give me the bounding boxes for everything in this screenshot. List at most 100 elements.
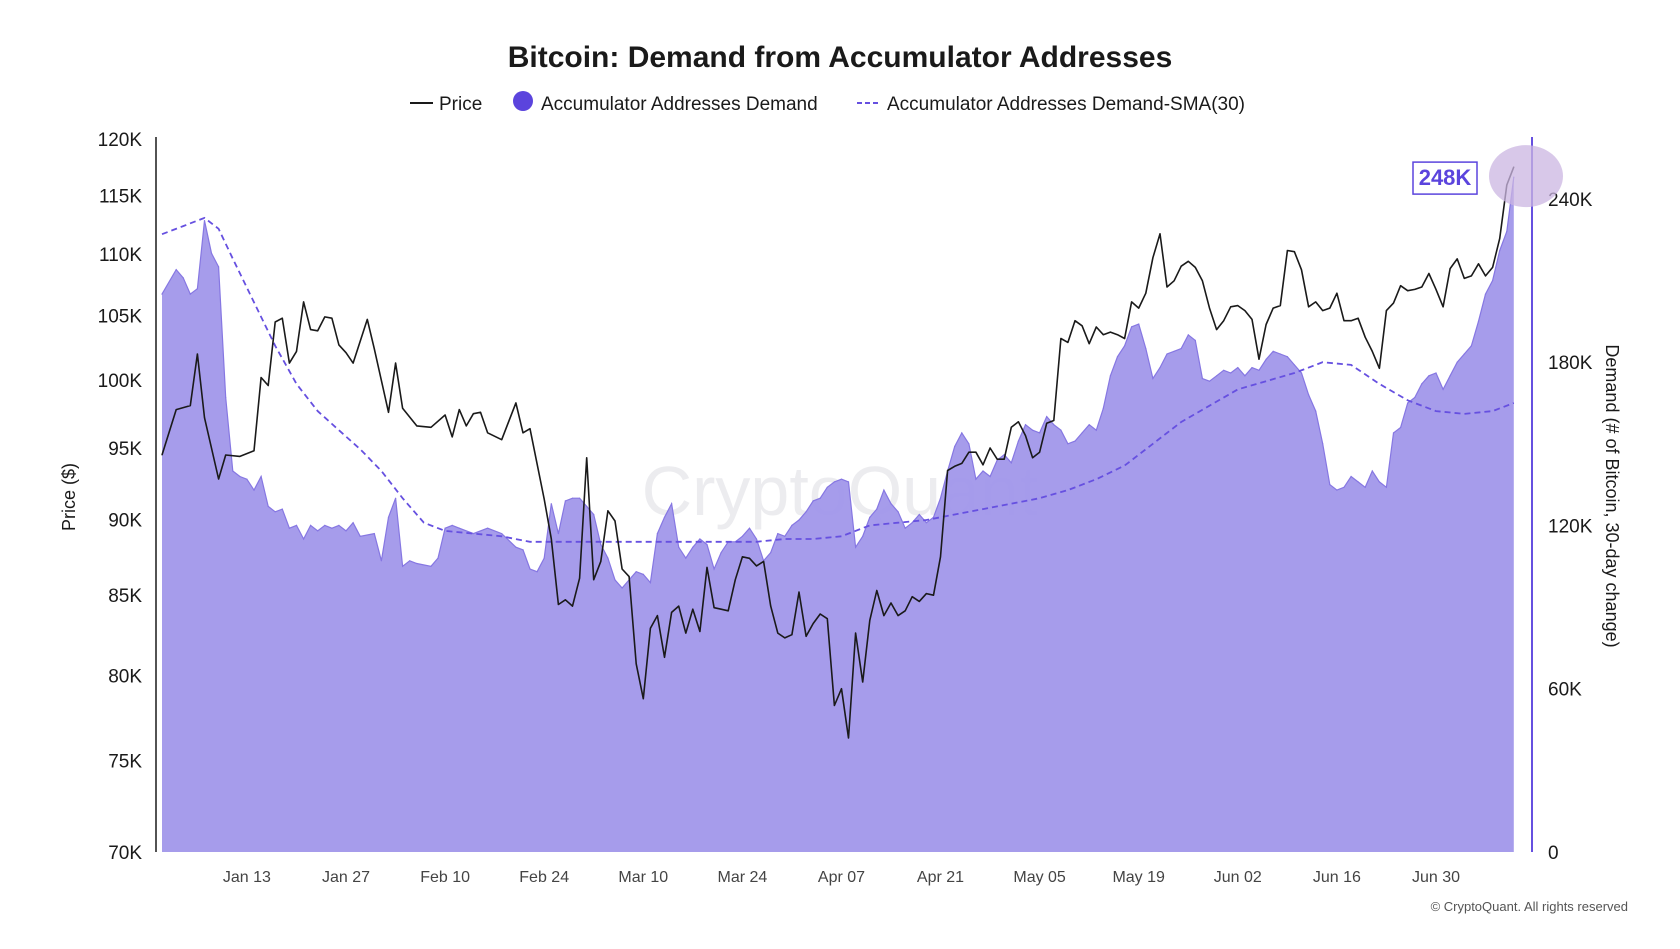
price-point — [1364, 336, 1366, 338]
price-point — [1258, 358, 1260, 360]
price-point — [1414, 288, 1416, 290]
price-point — [1138, 307, 1140, 309]
price-point — [522, 432, 524, 434]
legend-item-price: Price — [410, 94, 482, 115]
demand-point — [338, 524, 340, 527]
price-point — [1244, 310, 1246, 312]
price-point — [352, 362, 354, 364]
price-point — [848, 737, 849, 739]
demand-point — [805, 511, 807, 513]
demand-point — [571, 497, 574, 499]
price-point — [593, 579, 595, 581]
price-point — [1216, 329, 1218, 331]
price-point — [763, 560, 765, 562]
demand-point — [1477, 320, 1480, 322]
legend: Price Accumulator Addresses Demand Accum… — [410, 91, 1245, 115]
x-tick-label: May 19 — [1112, 869, 1165, 886]
demand-point — [380, 560, 382, 562]
demand-point — [1039, 432, 1041, 434]
price-point — [1194, 266, 1196, 268]
price-point — [862, 681, 864, 683]
demand-point — [706, 543, 708, 546]
price-point — [501, 439, 503, 441]
price-point — [1301, 269, 1302, 271]
demand-point — [1300, 372, 1303, 374]
price-point — [331, 317, 333, 319]
demand-area-layer — [161, 176, 1515, 853]
copyright-footer: © CryptoQuant. All rights reserved — [1431, 899, 1628, 914]
y-left-tick-label: 95K — [108, 439, 142, 460]
annotation-layer: 248K — [1412, 145, 1563, 208]
price-point — [1124, 338, 1126, 339]
price-point — [1385, 310, 1387, 312]
price-point — [1463, 277, 1465, 279]
demand-point — [501, 533, 503, 535]
price-point — [1435, 288, 1437, 290]
demand-point — [1456, 361, 1458, 363]
demand-point — [395, 497, 397, 499]
price-point — [487, 432, 489, 434]
price-point — [373, 348, 375, 350]
price-point — [777, 632, 779, 634]
demand-point — [359, 535, 361, 537]
demand-point — [1392, 432, 1395, 434]
price-point — [1003, 458, 1005, 460]
price-point — [1329, 307, 1331, 309]
demand-point — [1194, 339, 1196, 341]
demand-point — [416, 562, 418, 565]
demand-point — [1265, 358, 1267, 360]
price-point — [579, 577, 581, 579]
demand-point — [692, 546, 694, 548]
price-point — [1223, 320, 1225, 322]
demand-point — [1095, 429, 1097, 431]
demand-point — [1442, 388, 1444, 390]
demand-point — [1357, 481, 1359, 483]
legend-label-price: Price — [439, 94, 482, 115]
demand-point — [550, 503, 552, 505]
demand-point — [402, 565, 404, 567]
price-point — [720, 608, 722, 610]
price-point — [628, 576, 630, 578]
demand-point — [288, 527, 290, 529]
demand-point — [1088, 424, 1090, 426]
price-point — [1201, 280, 1203, 282]
demand-point — [444, 527, 446, 529]
demand-point — [1138, 323, 1140, 325]
demand-point — [458, 527, 460, 529]
demand-point — [833, 481, 836, 483]
price-point — [239, 455, 241, 457]
price-point — [1159, 233, 1161, 235]
price-point — [296, 350, 297, 352]
price-point — [388, 411, 389, 413]
demand-point — [621, 587, 623, 589]
price-point — [1286, 250, 1288, 251]
price-point — [1279, 305, 1281, 307]
price-point — [345, 352, 347, 354]
demand-point — [819, 497, 821, 499]
price-point — [989, 447, 991, 449]
price-point — [918, 600, 920, 602]
demand-point — [239, 475, 241, 478]
demand-point — [260, 475, 262, 478]
price-point — [911, 596, 913, 598]
y-left-tick-label: 110K — [99, 245, 142, 266]
price-point — [749, 557, 750, 559]
demand-point — [855, 546, 857, 548]
price-point — [1343, 320, 1345, 322]
price-point — [656, 615, 658, 617]
demand-point — [600, 543, 602, 546]
demand-point — [295, 524, 298, 527]
price-point — [975, 451, 977, 453]
demand-point — [593, 513, 595, 516]
demand-point — [890, 503, 892, 505]
demand-point — [210, 252, 213, 254]
price-point — [444, 414, 446, 416]
demand-point — [713, 568, 715, 570]
price-point — [218, 478, 220, 480]
chart-title: Bitcoin: Demand from Accumulator Address… — [508, 41, 1173, 74]
demand-point — [847, 481, 850, 483]
x-tick-label: Mar 10 — [618, 869, 668, 886]
price-point — [876, 590, 878, 591]
